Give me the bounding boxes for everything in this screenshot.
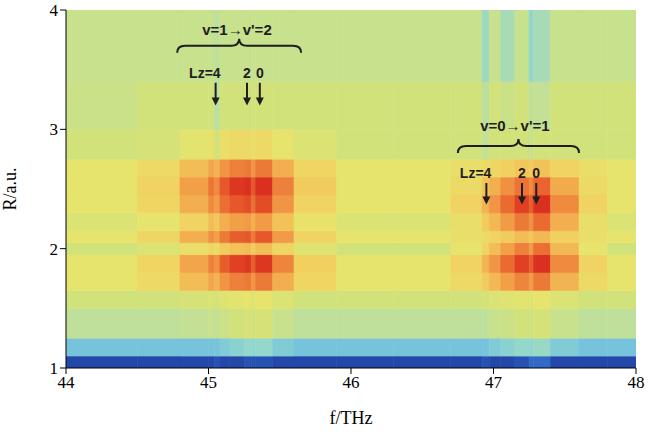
svg-text:v=0→v'=1: v=0→v'=1 <box>480 117 549 134</box>
svg-text:44: 44 <box>58 373 76 392</box>
svg-text:v=1→v'=2: v=1→v'=2 <box>202 21 271 38</box>
svg-text:4: 4 <box>50 1 59 20</box>
svg-text:Lz=4: Lz=4 <box>189 65 221 81</box>
svg-text:48: 48 <box>628 373 645 392</box>
svg-text:0: 0 <box>532 165 540 181</box>
svg-text:47: 47 <box>485 373 503 392</box>
svg-text:45: 45 <box>200 373 217 392</box>
svg-text:3: 3 <box>50 120 59 139</box>
svg-text:f/THz: f/THz <box>330 408 373 428</box>
svg-text:Lz=4: Lz=4 <box>460 165 492 181</box>
svg-text:1: 1 <box>50 359 59 378</box>
svg-text:0: 0 <box>256 65 264 81</box>
svg-text:R/a.u.: R/a.u. <box>0 168 20 211</box>
svg-text:2: 2 <box>243 65 251 81</box>
svg-text:2: 2 <box>518 165 526 181</box>
svg-text:2: 2 <box>50 240 59 259</box>
svg-text:46: 46 <box>343 373 360 392</box>
